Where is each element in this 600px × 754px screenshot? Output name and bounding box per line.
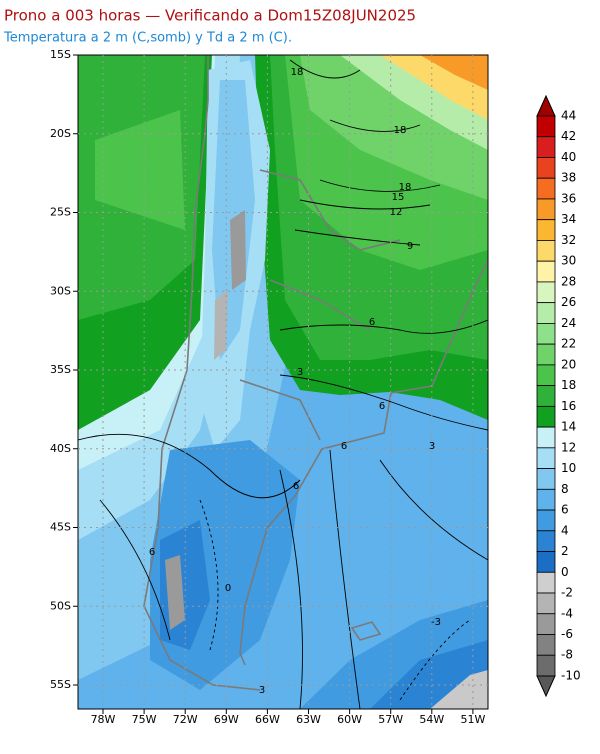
colorbar-label: 42 bbox=[561, 129, 576, 143]
colorbar-box bbox=[536, 322, 556, 345]
colorbar-box bbox=[536, 157, 556, 179]
contour-label: 3 bbox=[429, 441, 435, 452]
colorbar-label: -8 bbox=[561, 648, 573, 662]
colorbar-label: -2 bbox=[561, 586, 573, 600]
colorbar-arrow bbox=[536, 94, 556, 117]
colorbar-label: 24 bbox=[561, 316, 576, 330]
colorbar-box bbox=[536, 260, 556, 283]
colorbar-box bbox=[536, 468, 556, 490]
colorbar-label: 34 bbox=[561, 212, 576, 226]
colorbar-box bbox=[536, 592, 556, 615]
lat-label: 25S bbox=[50, 206, 71, 219]
lon-label: 75W bbox=[132, 713, 157, 726]
contour-label: 6 bbox=[341, 441, 347, 452]
colorbar-label: 12 bbox=[561, 440, 576, 454]
colorbar-label: 32 bbox=[561, 233, 576, 247]
map-frame bbox=[77, 54, 489, 710]
lon-label: 63W bbox=[296, 713, 321, 726]
colorbar-box bbox=[536, 364, 556, 387]
colorbar-arrow bbox=[536, 675, 556, 698]
colorbar-label: 26 bbox=[561, 295, 576, 309]
contour-label: 9 bbox=[407, 241, 413, 252]
contour-label: 6 bbox=[149, 547, 155, 558]
colorbar-box bbox=[536, 634, 556, 656]
colorbar-box bbox=[536, 198, 556, 221]
contour-label: 15 bbox=[392, 192, 405, 203]
lat-label: 55S bbox=[50, 678, 71, 691]
colorbar-box bbox=[536, 385, 556, 407]
lon-label: 54W bbox=[419, 713, 444, 726]
colorbar-box bbox=[536, 654, 556, 677]
lat-label: 15S bbox=[50, 48, 71, 61]
colorbar-label: 40 bbox=[561, 150, 576, 164]
colorbar-label: 16 bbox=[561, 399, 576, 413]
lat-label: 30S bbox=[50, 284, 71, 297]
colorbar-label: 18 bbox=[561, 378, 576, 392]
colorbar-box bbox=[536, 613, 556, 635]
contour-label: 18 bbox=[291, 67, 304, 78]
contour-label: 6 bbox=[369, 317, 375, 328]
contour-label: 18 bbox=[399, 182, 412, 193]
lat-label: 40S bbox=[50, 442, 71, 455]
subtitle: Temperatura a 2 m (C,somb) y Td a 2 m (C… bbox=[3, 31, 292, 46]
colorbar-label: 36 bbox=[561, 191, 576, 205]
colorbar-box bbox=[536, 405, 556, 428]
lat-label: 35S bbox=[50, 363, 71, 376]
colorbar-box bbox=[536, 447, 556, 469]
lon-label: 69W bbox=[214, 713, 239, 726]
colorbar-label: 6 bbox=[561, 503, 569, 517]
colorbar-box bbox=[536, 551, 556, 573]
colorbar-label: 4 bbox=[561, 523, 569, 537]
colorbar-box bbox=[536, 488, 556, 511]
colorbar-box bbox=[536, 530, 556, 552]
colorbar-label: 20 bbox=[561, 357, 576, 371]
lon-label: 57W bbox=[378, 713, 403, 726]
colorbar-label: 38 bbox=[561, 171, 576, 185]
lon-label: 60W bbox=[337, 713, 362, 726]
lon-label: 51W bbox=[460, 713, 485, 726]
colorbar-box bbox=[536, 240, 556, 262]
lon-label: 72W bbox=[173, 713, 198, 726]
colorbar-box bbox=[536, 302, 556, 324]
colorbar-label: -4 bbox=[561, 606, 573, 620]
lon-label: 78W bbox=[91, 713, 116, 726]
lat-label: 45S bbox=[50, 521, 71, 534]
colorbar-label: 30 bbox=[561, 254, 576, 268]
contour-label: 3 bbox=[297, 367, 303, 378]
contour-label: -3 bbox=[431, 617, 441, 628]
colorbar-label: 0 bbox=[561, 565, 569, 579]
contour-label: 18 bbox=[394, 125, 407, 136]
colorbar-label: -6 bbox=[561, 627, 573, 641]
colorbar-box bbox=[536, 177, 556, 200]
colorbar-box bbox=[536, 136, 556, 158]
contour-label: 12 bbox=[390, 207, 403, 218]
colorbar-label: 10 bbox=[561, 461, 576, 475]
contour-label: 0 bbox=[225, 583, 231, 594]
lon-label: 66W bbox=[255, 713, 280, 726]
colorbar-box bbox=[536, 426, 556, 449]
colorbar-box bbox=[536, 219, 556, 241]
colorbar-label: 14 bbox=[561, 420, 576, 434]
colorbar-label: -10 bbox=[561, 668, 581, 682]
colorbar-box bbox=[536, 115, 556, 138]
title: Prono a 003 horas — Verificando a Dom15Z… bbox=[4, 7, 416, 25]
contour-label: 3 bbox=[259, 685, 265, 696]
colorbar-label: 2 bbox=[561, 544, 569, 558]
colorbar-label: 22 bbox=[561, 337, 576, 351]
colorbar-label: 44 bbox=[561, 109, 576, 123]
contour-label: 6 bbox=[379, 401, 385, 412]
colorbar-box bbox=[536, 343, 556, 366]
map-field bbox=[78, 55, 488, 709]
lat-label: 20S bbox=[50, 127, 71, 140]
lat-label: 50S bbox=[50, 599, 71, 612]
colorbar-box bbox=[536, 509, 556, 532]
colorbar-label: 8 bbox=[561, 482, 569, 496]
contour-label: 6 bbox=[293, 481, 299, 492]
colorbar-box bbox=[536, 281, 556, 304]
colorbar-label: 28 bbox=[561, 274, 576, 288]
colorbar-box bbox=[536, 571, 556, 594]
